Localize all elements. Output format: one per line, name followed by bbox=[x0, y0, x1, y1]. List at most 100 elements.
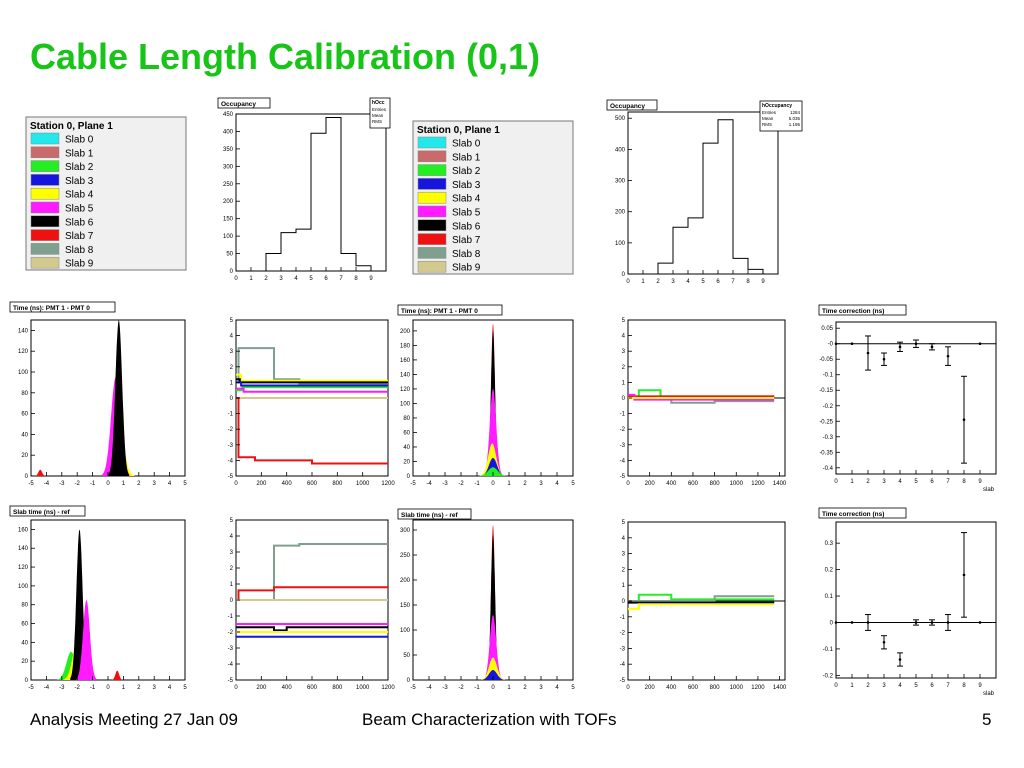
slab-3-label: Slab 3 bbox=[65, 176, 94, 187]
y-tick-label: 140 bbox=[18, 328, 29, 334]
x-tick-label: 4 bbox=[555, 481, 559, 487]
x-tick-label: 4 bbox=[168, 685, 172, 691]
y-tick-label: 20 bbox=[403, 459, 410, 465]
x-tick-label: -2 bbox=[75, 685, 81, 691]
x-tick-label: 0 bbox=[834, 479, 838, 485]
x-tick-label: 0 bbox=[234, 481, 238, 487]
x-tick-label: 800 bbox=[710, 685, 721, 691]
data-point bbox=[882, 641, 886, 644]
x-tick-label: 7 bbox=[946, 683, 950, 689]
x-tick-label: 200 bbox=[256, 481, 267, 487]
stats-label: RMS bbox=[372, 119, 382, 124]
x-tick-label: 8 bbox=[354, 276, 358, 282]
y-tick-label: 40 bbox=[21, 432, 28, 438]
x-tick-label: 3 bbox=[539, 685, 543, 691]
y-tick-label: 200 bbox=[615, 210, 626, 216]
y-tick-label: 300 bbox=[400, 528, 411, 534]
y-tick-label: -2 bbox=[620, 631, 626, 637]
y-tick-label: 500 bbox=[615, 116, 626, 122]
x-tick-label: -3 bbox=[442, 685, 448, 691]
chart-time-pmt-right: -5 -4 -3 -2 -1 0 1 2 3 4 5 0 20 40 60 80 100 120 140 160 180… bbox=[397, 304, 575, 487]
y-tick-label: 200 bbox=[400, 578, 411, 584]
x-tick-label: -5 bbox=[410, 685, 416, 691]
x-tick-label: 7 bbox=[731, 279, 735, 285]
x-tick-label: -2 bbox=[75, 481, 81, 487]
x-tick-label: 200 bbox=[645, 481, 656, 487]
footer-meeting: Analysis Meeting 27 Jan 09 bbox=[30, 710, 238, 729]
y-tick-label: 200 bbox=[223, 199, 234, 205]
slab-5-label: Slab 5 bbox=[452, 208, 481, 219]
slab-7-swatch bbox=[417, 233, 447, 245]
slab-1-label: Slab 1 bbox=[452, 152, 481, 163]
x-tick-label: -1 bbox=[90, 481, 96, 487]
y-tick-label: 450 bbox=[223, 112, 234, 118]
slab-0-swatch bbox=[30, 132, 60, 145]
slab-1-label: Slab 1 bbox=[65, 148, 94, 159]
x-tick-label: 7 bbox=[946, 479, 950, 485]
data-point bbox=[946, 354, 950, 358]
plot-title-box bbox=[818, 304, 907, 316]
x-tick-label: 5 bbox=[571, 481, 575, 487]
y-tick-label: -1 bbox=[620, 412, 626, 418]
plot-title: Occupancy bbox=[221, 101, 256, 108]
y-tick-label: 0 bbox=[622, 396, 626, 402]
y-tick-label: 1 bbox=[230, 380, 234, 386]
y-tick-label: 3 bbox=[622, 552, 626, 558]
x-tick-label: 1 bbox=[122, 685, 126, 691]
stats-value: 1284 bbox=[790, 110, 801, 115]
slab-7-peak bbox=[34, 469, 46, 476]
plot-title-box bbox=[397, 508, 472, 520]
y-tick-label: 80 bbox=[21, 603, 28, 609]
data-point bbox=[882, 357, 886, 361]
footer-page-number: 5 bbox=[982, 710, 992, 729]
y-tick-label: 350 bbox=[223, 147, 234, 153]
y-tick-label: 2 bbox=[622, 567, 626, 573]
legend-title: Station 0, Plane 1 bbox=[417, 125, 500, 136]
x-tick-label: 1000 bbox=[356, 685, 370, 691]
y-tick-label: -0 bbox=[828, 342, 834, 348]
y-tick-label: -0.1 bbox=[823, 373, 834, 379]
y-tick-label: -5 bbox=[228, 678, 234, 684]
x-tick-label: -4 bbox=[426, 481, 432, 487]
plot-title: Time correction (ns) bbox=[822, 511, 884, 518]
y-tick-label: 1 bbox=[622, 380, 626, 386]
slab-8-swatch bbox=[417, 247, 447, 259]
x-tick-label: 3 bbox=[882, 683, 886, 689]
y-tick-label: 4 bbox=[230, 534, 234, 540]
chart-drift-bot-2: 0 200 400 600 800 1000 1200 1400 -5 -4 -3 -2 -1 0 1 2 3 4… bbox=[620, 520, 787, 691]
plot-title-box bbox=[818, 507, 907, 519]
y-tick-label: 4 bbox=[622, 334, 626, 340]
x-tick-label: 3 bbox=[153, 481, 157, 487]
x-tick-label: 4 bbox=[294, 276, 298, 282]
slab-2-label: Slab 2 bbox=[452, 166, 481, 177]
slab-6-drift-line bbox=[236, 626, 388, 632]
y-tick-label: 0 bbox=[407, 474, 411, 480]
plot-frame bbox=[30, 319, 186, 477]
x-tick-label: 0 bbox=[491, 481, 495, 487]
x-tick-label: 3 bbox=[539, 481, 543, 487]
y-tick-label: 100 bbox=[400, 628, 411, 634]
y-tick-label: 140 bbox=[400, 372, 411, 378]
plot-title-box bbox=[606, 99, 658, 111]
plot-title: Occupancy bbox=[610, 103, 645, 110]
plot-frame bbox=[30, 519, 186, 681]
x-tick-label: 1 bbox=[850, 683, 854, 689]
y-tick-label: 3 bbox=[622, 349, 626, 355]
plot-title-box bbox=[217, 97, 271, 109]
x-tick-label: 1000 bbox=[356, 481, 370, 487]
y-tick-label: 3 bbox=[230, 349, 234, 355]
x-tick-label: 400 bbox=[666, 685, 677, 691]
slab-0-swatch bbox=[417, 136, 447, 149]
y-tick-label: -0.3 bbox=[823, 435, 834, 441]
y-tick-label: 0 bbox=[230, 396, 234, 402]
x-tick-label: 3 bbox=[279, 276, 283, 282]
x-tick-label: 1 bbox=[122, 481, 126, 487]
x-axis-label: slab bbox=[983, 487, 995, 493]
y-tick-label: 1 bbox=[622, 583, 626, 589]
x-tick-label: -5 bbox=[28, 685, 34, 691]
x-tick-label: 3 bbox=[153, 685, 157, 691]
x-tick-label: 9 bbox=[761, 279, 765, 285]
y-tick-label: -0.15 bbox=[819, 388, 833, 394]
y-tick-label: -5 bbox=[620, 474, 626, 480]
